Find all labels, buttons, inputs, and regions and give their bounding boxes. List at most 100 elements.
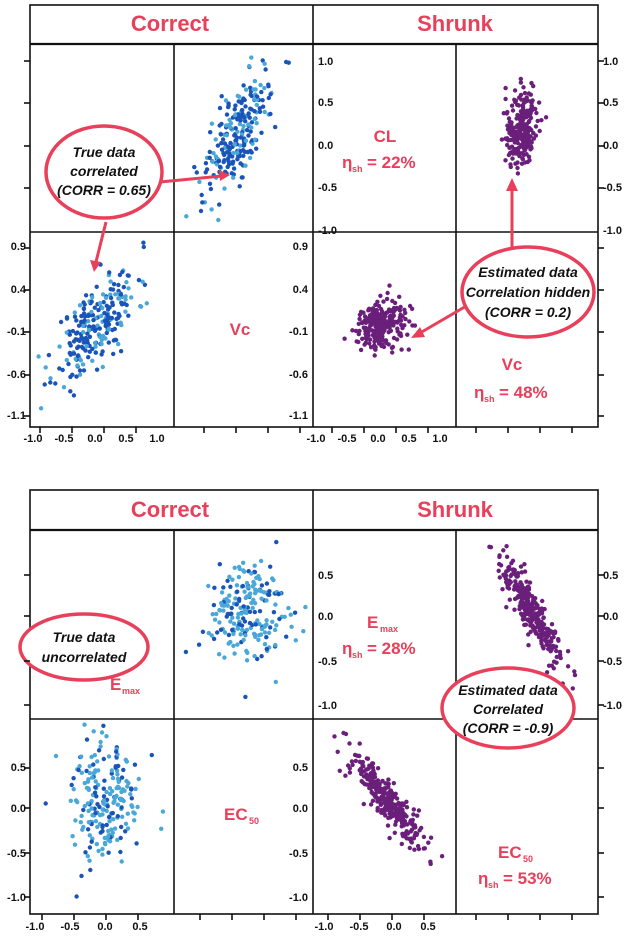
scatter-point <box>514 132 520 137</box>
scatter-point <box>497 575 502 580</box>
scatter-point <box>382 810 387 816</box>
scatter-point <box>252 78 258 84</box>
scatter-point <box>439 854 445 859</box>
scatter-point <box>366 327 372 332</box>
scatter-point <box>217 202 222 207</box>
scatter-point <box>242 115 247 120</box>
top-correct-mirror-scatter <box>184 55 291 223</box>
scatter-point <box>231 643 236 648</box>
scatter-point <box>104 822 109 828</box>
scatter-point <box>248 85 253 91</box>
scatter-point <box>119 859 124 864</box>
scatter-point <box>362 342 367 347</box>
ytick: -1.0 <box>289 892 308 904</box>
scatter-point <box>226 632 232 638</box>
scatter-point <box>206 630 211 636</box>
scatter-point <box>289 624 294 629</box>
callout-line: Correlation hidden <box>466 284 590 300</box>
ytick: 0.0 <box>603 611 618 623</box>
scatter-point <box>515 160 520 165</box>
scatter-point <box>192 164 197 170</box>
scatter-point <box>215 630 220 635</box>
scatter-point <box>104 312 110 317</box>
scatter-point <box>380 778 385 784</box>
scatter-point <box>524 589 529 594</box>
scatter-point <box>71 393 77 398</box>
scatter-point <box>101 786 107 791</box>
scatter-point <box>87 349 93 354</box>
scatter-point <box>78 820 84 825</box>
scatter-point <box>517 116 522 121</box>
ytick: 0.0 <box>293 803 308 815</box>
top-shrunk-cl-eta: η sh = 22% <box>342 153 416 174</box>
scatter-point <box>114 793 119 799</box>
scatter-point <box>403 831 408 836</box>
scatter-point <box>373 302 378 308</box>
scatter-point <box>515 171 521 176</box>
scatter-point <box>385 823 391 828</box>
scatter-point <box>85 331 90 336</box>
scatter-point <box>246 111 251 116</box>
scatter-point <box>369 775 374 780</box>
scatter-point <box>89 839 94 844</box>
scatter-point <box>245 650 250 655</box>
scatter-point <box>232 112 238 118</box>
scatter-point <box>67 332 73 337</box>
scatter-point <box>527 158 532 163</box>
scatter-point <box>541 615 546 620</box>
scatter-point <box>266 95 271 101</box>
ytick: 0.0 <box>11 803 26 815</box>
scatter-point <box>391 811 396 816</box>
bottom-mid-xticks: -1.0 -0.5 0.0 0.5 <box>315 921 436 933</box>
ytick: -0.6 <box>7 369 26 381</box>
scatter-point <box>537 633 543 639</box>
scatter-point <box>522 160 528 165</box>
scatter-point <box>74 374 79 379</box>
scatter-point <box>268 625 273 630</box>
scatter-point <box>387 314 393 319</box>
scatter-point <box>209 121 215 126</box>
scatter-point <box>92 328 98 333</box>
scatter-point <box>111 800 116 805</box>
scatter-point <box>388 328 394 333</box>
scatter-point <box>230 577 235 582</box>
scatter-point <box>399 841 404 847</box>
scatter-point <box>244 580 250 586</box>
scatter-point <box>536 100 542 105</box>
scatter-point <box>120 269 125 275</box>
scatter-point <box>203 161 209 166</box>
scatter-point <box>368 802 374 807</box>
scatter-point <box>506 152 512 158</box>
scatter-point <box>497 554 502 560</box>
eta-symbol: η <box>478 869 488 888</box>
scatter-point <box>97 301 103 306</box>
scatter-point <box>273 679 278 685</box>
scatter-point <box>237 121 243 127</box>
scatter-point <box>426 840 431 845</box>
scatter-point <box>230 159 236 164</box>
xtick: 0.5 <box>401 433 416 445</box>
scatter-point <box>266 84 271 89</box>
scatter-point <box>124 280 129 285</box>
scatter-point <box>288 612 293 617</box>
scatter-point <box>394 306 400 311</box>
scatter-point <box>519 570 524 575</box>
scatter-point <box>106 834 111 839</box>
scatter-point <box>507 597 512 602</box>
scatter-point <box>82 302 87 307</box>
scatter-point <box>390 350 395 355</box>
callout-line: Estimated data <box>478 264 578 280</box>
scatter-point <box>92 790 98 795</box>
scatter-point <box>539 606 544 611</box>
scatter-point <box>87 334 93 339</box>
scatter-point <box>406 347 411 352</box>
scatter-point <box>46 352 52 358</box>
scatter-point <box>372 781 378 786</box>
scatter-point <box>407 845 412 851</box>
scatter-point <box>224 133 229 138</box>
scatter-point <box>252 116 257 122</box>
scatter-point <box>216 652 222 657</box>
scatter-point <box>407 319 412 324</box>
scatter-point <box>408 829 414 834</box>
scatter-point <box>76 323 82 328</box>
